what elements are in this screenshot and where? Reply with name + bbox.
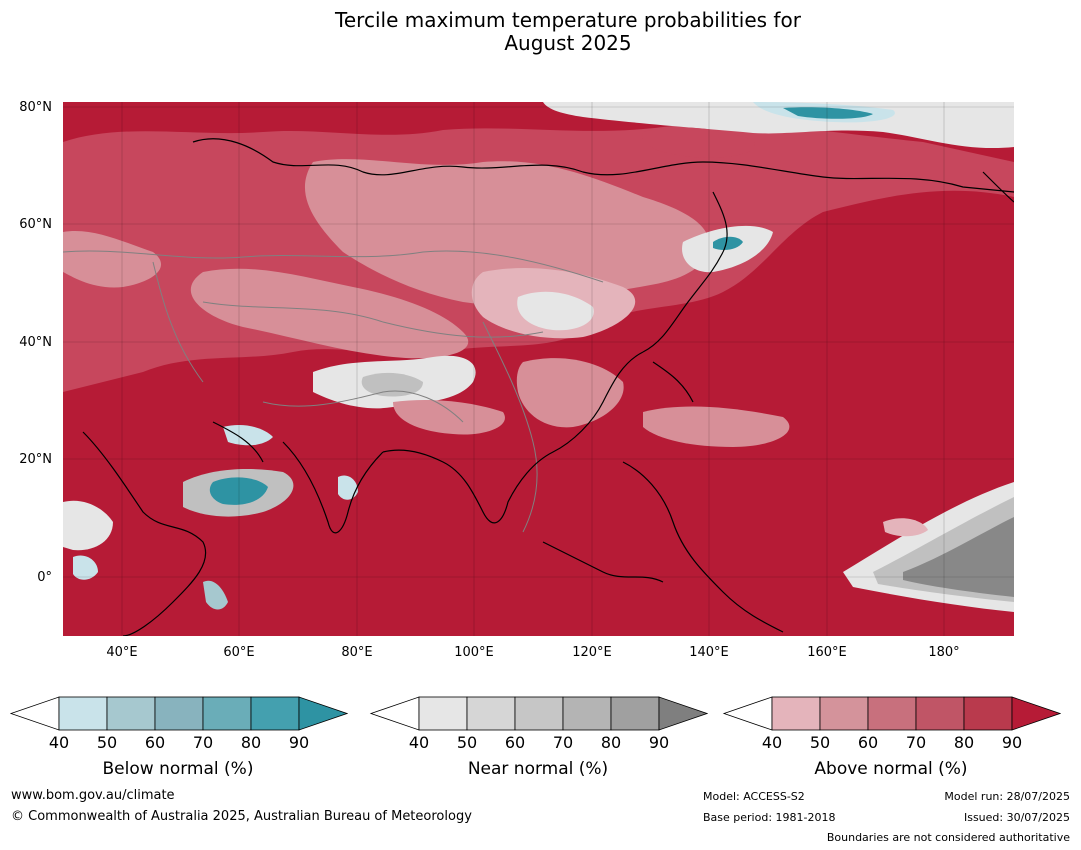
near-colorbar-swatch-4: [562, 696, 612, 731]
footer-disclaimer: Boundaries are not considered authoritat…: [826, 831, 1070, 844]
west-russia-above-50-region: [63, 231, 162, 288]
above-tick-80: 80: [953, 733, 975, 752]
below-colorbar-swatch-4: [202, 696, 252, 731]
footer-model-run: Model run: 28/07/2025: [944, 790, 1070, 803]
above-tick-70: 70: [905, 733, 927, 752]
pacific-near-normal-dark: [903, 517, 1014, 597]
above-tick-60: 60: [857, 733, 879, 752]
okhotsk-below-normal: [713, 236, 743, 250]
footer-base-period: Base period: 1981-2018: [703, 811, 836, 824]
himalaya-above-50: [393, 400, 505, 435]
bengal-near-normal: [338, 475, 358, 500]
below-colorbar-swatch-3: [154, 696, 204, 731]
arabian-sea-below-normal: [209, 477, 268, 505]
above-normal-colorbar: [722, 696, 1061, 731]
madagascar-near-normal: [203, 580, 228, 610]
near-colorbar-swatch-3: [514, 696, 564, 731]
coastlines: [82, 138, 1014, 636]
central-asia-above-50-region: [190, 268, 469, 359]
map-title-line-1: Tercile maximum temperature probabilitie…: [335, 8, 801, 32]
below-colorbar-low-extend: [9, 696, 60, 731]
near-tick-40: 40: [408, 733, 430, 752]
map-title-line-2: August 2025: [504, 31, 632, 55]
arctic-near-normal-region: [543, 102, 1014, 149]
below-tick-60: 60: [144, 733, 166, 752]
below-normal-legend: 40 50 60 70 80 90 Below normal (%): [8, 690, 348, 780]
arctic-above-region: [642, 127, 755, 158]
near-tick-70: 70: [552, 733, 574, 752]
above-tick-50: 50: [809, 733, 831, 752]
below-colorbar-swatch-5: [250, 696, 300, 731]
footer-model: Model: ACCESS-S2: [703, 790, 805, 803]
africa-near-normal: [63, 500, 113, 551]
above-normal-label: Above normal (%): [814, 759, 968, 779]
near-normal-legend: 40 50 60 70 80 90 Near normal (%): [368, 690, 708, 780]
lon-label-100e: 100°E: [454, 645, 494, 660]
near-colorbar-high-extend: [658, 696, 708, 731]
probability-map: [63, 102, 1014, 636]
lat-label-20n: 20°N: [19, 452, 52, 467]
above-colorbar-swatch-1: [771, 696, 821, 731]
above-colorbar-swatch-3: [867, 696, 917, 731]
map-gridlines: [63, 102, 1014, 636]
map-canvas: [63, 102, 1014, 636]
below-normal-colorbar: [9, 696, 348, 731]
near-normal-colorbar: [369, 696, 708, 731]
siberia-above-50-region: [304, 159, 710, 310]
africa-below-normal: [73, 555, 98, 580]
above-tick-90: 90: [1001, 733, 1023, 752]
above-colorbar-swatch-2: [819, 696, 869, 731]
pacific-above-40-patch: [883, 518, 928, 537]
mongolia-near-normal-light: [517, 291, 594, 331]
near-tick-80: 80: [600, 733, 622, 752]
below-tick-40: 40: [48, 733, 70, 752]
lat-label-80n: 80°N: [19, 100, 52, 115]
below-normal-label: Below normal (%): [102, 759, 254, 779]
lon-label-60e: 60°E: [223, 645, 255, 660]
below-tick-70: 70: [192, 733, 214, 752]
pacific-above-50-region: [643, 406, 790, 447]
below-tick-50: 50: [96, 733, 118, 752]
above-tick-40: 40: [761, 733, 783, 752]
near-tick-90: 90: [648, 733, 670, 752]
lat-label-40n: 40°N: [19, 335, 52, 350]
near-colorbar-swatch-5: [610, 696, 660, 731]
arctic-below-normal-dark: [783, 107, 873, 119]
near-colorbar-low-extend: [369, 696, 420, 731]
below-tick-90: 90: [288, 733, 310, 752]
near-tick-60: 60: [504, 733, 526, 752]
persian-gulf-below-normal: [223, 425, 273, 446]
above-colorbar-high-extend: [1011, 696, 1061, 731]
footer-url: www.bom.gov.au/climate: [11, 788, 175, 803]
china-above-50-region: [516, 358, 624, 428]
footer-issued: Issued: 30/07/2025: [963, 811, 1070, 824]
map-title: Tercile maximum temperature probabilitie…: [0, 9, 1081, 55]
lon-label-180: 180°: [928, 645, 960, 660]
footer-copyright: © Commonwealth of Australia 2025, Austra…: [11, 809, 472, 824]
above-colorbar-swatch-4: [915, 696, 965, 731]
below-tick-80: 80: [240, 733, 262, 752]
lon-label-160e: 160°E: [807, 645, 847, 660]
above-normal-legend: 40 50 60 70 80 90 Above normal (%): [721, 690, 1061, 780]
below-colorbar-swatch-1: [58, 696, 108, 731]
country-borders: [63, 250, 604, 533]
lon-label-120e: 120°E: [572, 645, 612, 660]
near-colorbar-swatch-1: [418, 696, 468, 731]
lat-label-60n: 60°N: [19, 217, 52, 232]
below-colorbar-swatch-2: [106, 696, 156, 731]
lon-label-40e: 40°E: [106, 645, 138, 660]
below-colorbar-high-extend: [298, 696, 348, 731]
tibet-near-normal-mid: [361, 372, 423, 397]
above-colorbar-low-extend: [722, 696, 773, 731]
near-tick-50: 50: [456, 733, 478, 752]
lon-label-80e: 80°E: [341, 645, 373, 660]
near-colorbar-swatch-2: [466, 696, 516, 731]
lon-label-140e: 140°E: [689, 645, 729, 660]
near-normal-label: Near normal (%): [467, 759, 609, 779]
above-colorbar-swatch-5: [963, 696, 1013, 731]
lat-label-0: 0°: [37, 570, 52, 585]
